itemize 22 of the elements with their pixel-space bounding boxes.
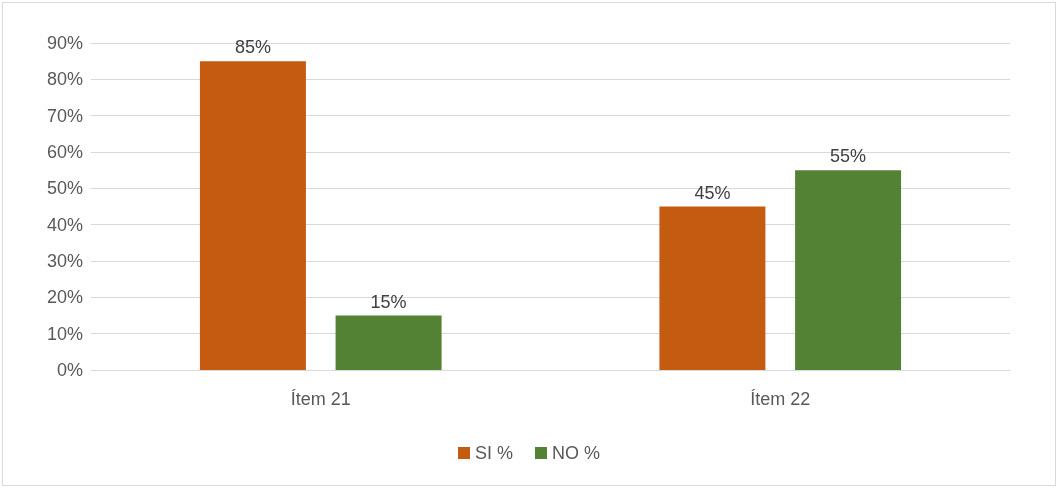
y-tick-label: 30% [46, 251, 83, 271]
data-label: 85% [234, 37, 271, 58]
bar [199, 61, 306, 370]
x-tick-label: Ítem 22 [750, 389, 811, 409]
legend-label: NO % [552, 443, 601, 463]
y-tick-label: 20% [46, 287, 83, 308]
bar [659, 206, 766, 370]
y-tick-label: 70% [46, 105, 83, 126]
data-label: 45% [694, 182, 731, 203]
data-label: 55% [830, 146, 867, 167]
x-tick-label: Ítem 21 [290, 389, 351, 409]
y-tick-label: 60% [46, 142, 83, 162]
y-tick-label: 50% [46, 178, 83, 199]
bar [795, 170, 902, 370]
y-tick-label: 80% [46, 69, 83, 90]
y-tick-label: 0% [56, 360, 83, 380]
data-label: 15% [370, 291, 407, 312]
y-tick-label: 90% [46, 33, 83, 53]
y-tick-label: 10% [46, 323, 83, 344]
y-tick-label: 40% [46, 214, 83, 235]
bar [335, 315, 442, 370]
legend-label: SI % [474, 443, 514, 463]
